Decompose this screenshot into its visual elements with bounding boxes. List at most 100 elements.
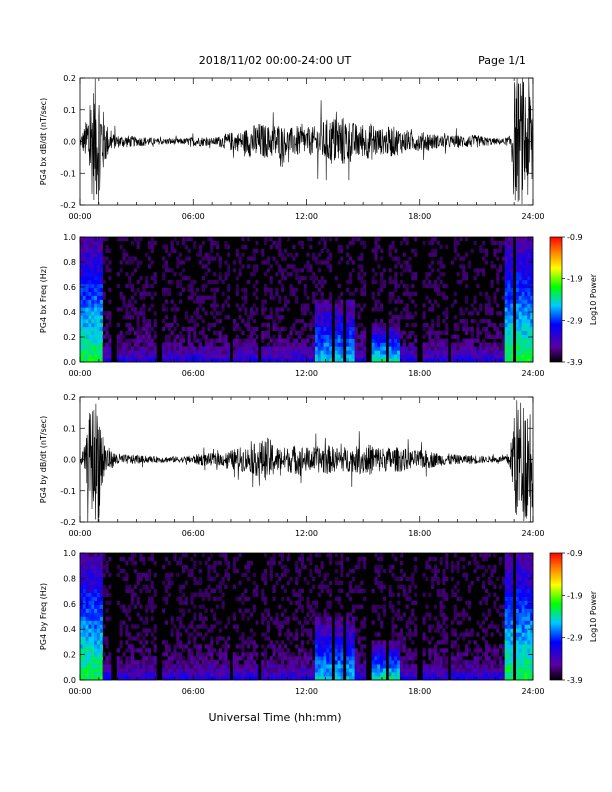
heatmap-cell — [295, 287, 299, 292]
heatmap-cell — [323, 260, 327, 265]
heatmap-cell — [116, 272, 120, 277]
heatmap-cell — [397, 358, 401, 363]
heatmap-cell — [102, 334, 106, 339]
heatmap-cell — [431, 303, 435, 308]
heatmap-cell — [136, 244, 140, 250]
heatmap-cell — [405, 620, 409, 625]
heatmap-cell — [459, 596, 463, 601]
x-tick-label: 00:00 — [68, 369, 91, 378]
heatmap-cell — [145, 276, 149, 281]
heatmap-cell — [309, 676, 313, 681]
heatmap-cell — [221, 676, 225, 681]
heatmap-cell — [382, 322, 387, 328]
heatmap-cell — [428, 616, 432, 621]
heatmap-cell — [99, 244, 103, 250]
heatmap-cell — [397, 322, 401, 328]
heatmap-cell — [436, 303, 440, 308]
x-tick-label: 12:00 — [295, 369, 318, 378]
heatmap-cell — [213, 660, 217, 665]
heatmap-cell — [326, 322, 330, 328]
heatmap-cell — [133, 584, 137, 590]
heatmap-cell — [91, 303, 95, 308]
heatmap-cell — [320, 632, 324, 637]
heatmap-cell — [317, 319, 321, 324]
heatmap-cell — [94, 612, 98, 617]
heatmap-cell — [281, 624, 285, 629]
heatmap-cell — [241, 664, 245, 669]
heatmap-cell — [125, 350, 129, 355]
heatmap-cell — [479, 342, 483, 347]
heatmap-cell — [105, 264, 109, 269]
heatmap-cell — [232, 612, 237, 617]
heatmap-cell — [108, 342, 112, 347]
heatmap-cell — [252, 632, 256, 637]
heatmap-cell — [309, 342, 313, 347]
heatmap-cell — [334, 319, 338, 324]
heatmap-cell — [281, 620, 285, 625]
heatmap-cell — [227, 668, 231, 673]
heatmap-cell — [176, 628, 180, 633]
heatmap-cell — [499, 342, 503, 347]
heatmap-cell — [374, 676, 378, 681]
heatmap-cell — [281, 326, 285, 332]
heatmap-cell — [482, 326, 486, 332]
heatmap-cell — [224, 556, 228, 562]
heatmap-cell — [173, 354, 177, 359]
heatmap-cell — [467, 588, 472, 593]
heatmap-cell — [346, 307, 350, 312]
heatmap-cell — [150, 656, 154, 661]
heatmap-cell — [147, 346, 152, 351]
heatmap-cell — [181, 334, 186, 339]
heatmap-cell — [102, 660, 106, 665]
heatmap-cell — [312, 600, 316, 605]
heatmap-cell — [334, 315, 338, 320]
heatmap-cell — [128, 260, 132, 265]
heatmap-cell — [80, 592, 84, 597]
heatmap-cell — [241, 295, 245, 300]
heatmap-cell — [382, 283, 387, 289]
heatmap-cell — [439, 640, 443, 645]
heatmap-cell — [278, 656, 282, 661]
heatmap-cell — [142, 656, 146, 661]
heatmap-cell — [405, 240, 409, 246]
heatmap-cell — [314, 350, 319, 355]
heatmap-cell — [108, 276, 112, 281]
heatmap-cell — [320, 584, 324, 590]
heatmap-cell — [266, 624, 270, 629]
heatmap-cell — [275, 624, 279, 629]
heatmap-cell — [85, 295, 89, 300]
heatmap-cell — [147, 256, 152, 261]
heatmap-cell — [445, 295, 449, 300]
heatmap-cell — [371, 354, 375, 359]
heatmap-cell — [252, 592, 256, 597]
heatmap-cell — [374, 237, 378, 242]
heatmap-cell — [527, 272, 531, 277]
heatmap-cell — [255, 240, 259, 246]
heatmap-cell — [91, 299, 95, 304]
heatmap-cell — [346, 303, 350, 308]
heatmap-cell — [221, 576, 225, 582]
heatmap-cell — [326, 319, 330, 324]
heatmap-cell — [425, 342, 429, 347]
heatmap-cell — [442, 346, 446, 351]
heatmap-cell — [249, 676, 254, 681]
heatmap-cell — [99, 676, 103, 681]
heatmap-cell — [314, 632, 319, 637]
heatmap-cell — [88, 338, 92, 343]
heatmap-cell — [286, 580, 290, 586]
heatmap-cell — [176, 350, 180, 355]
heatmap-cell — [218, 656, 222, 661]
heatmap-cell — [173, 350, 177, 355]
heatmap-cell — [408, 584, 412, 590]
heatmap-cell — [264, 358, 268, 363]
heatmap-cell — [130, 307, 135, 312]
heatmap-cell — [442, 588, 446, 593]
heatmap-cell — [221, 303, 225, 308]
heatmap-cell — [227, 342, 231, 347]
heatmap-cell — [340, 248, 344, 253]
heatmap-cell — [210, 303, 214, 308]
heatmap-cell — [88, 295, 92, 300]
heatmap-cell — [295, 672, 299, 677]
heatmap-cell — [507, 252, 511, 257]
heatmap-cell — [80, 350, 84, 355]
